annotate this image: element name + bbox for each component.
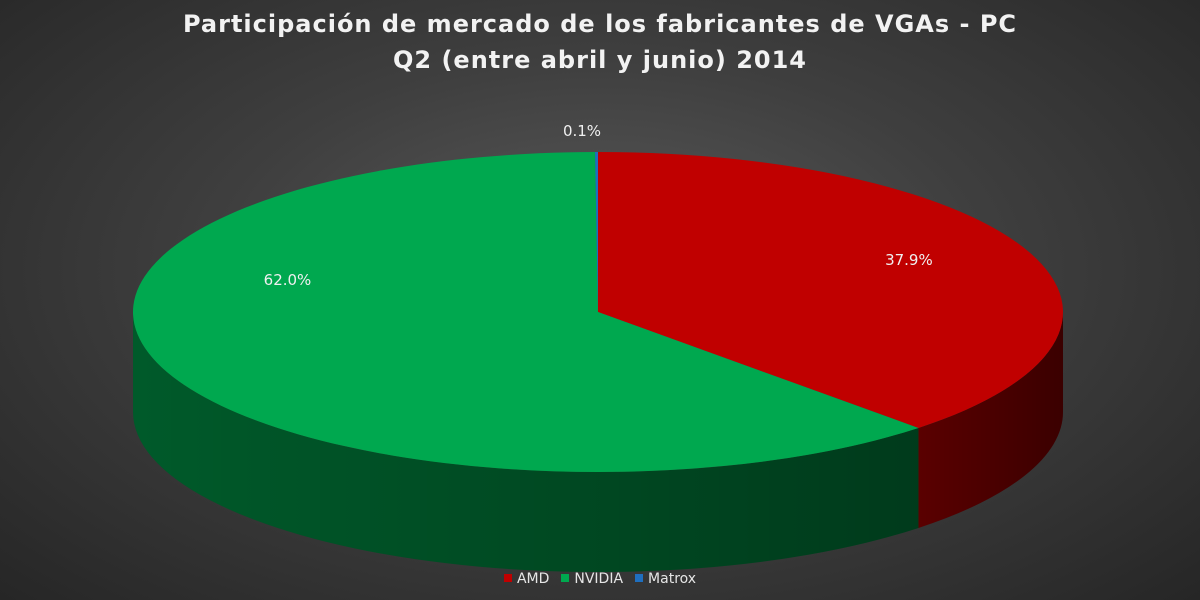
pie-sides [133, 312, 1063, 573]
legend: AMD NVIDIA Matrox [0, 571, 1200, 587]
legend-label-nvidia: NVIDIA [574, 571, 624, 587]
pie-side-shade-amd [918, 312, 1063, 528]
legend-label-amd: AMD [516, 571, 550, 587]
pie-slice-amd [598, 152, 1063, 428]
chart-title: Participación de mercado de los fabrican… [0, 6, 1200, 78]
pie-labels: 37.9% 62.0% 0.1% [264, 122, 933, 289]
legend-item-matrox: Matrox [635, 571, 696, 587]
data-label-nvidia: 62.0% [264, 271, 312, 289]
legend-swatch-matrox [635, 574, 644, 582]
chart-title-line2: Q2 (entre abril y junio) 2014 [393, 46, 807, 74]
data-label-matrox: 0.1% [563, 122, 601, 140]
legend-swatch-amd [503, 574, 512, 582]
legend-item-nvidia: NVIDIA [561, 571, 623, 587]
legend-item-amd: AMD [503, 571, 550, 587]
pie-tops [133, 152, 1063, 472]
chart-title-line1: Participación de mercado de los fabrican… [182, 10, 1018, 38]
pie-side-shade-nvidia [133, 312, 919, 573]
pie-slice-nvidia [133, 152, 919, 472]
legend-swatch-nvidia [561, 574, 570, 582]
data-label-amd: 37.9% [885, 251, 933, 269]
legend-label-matrox: Matrox [648, 571, 697, 587]
pie-slice-matrox [595, 152, 598, 312]
